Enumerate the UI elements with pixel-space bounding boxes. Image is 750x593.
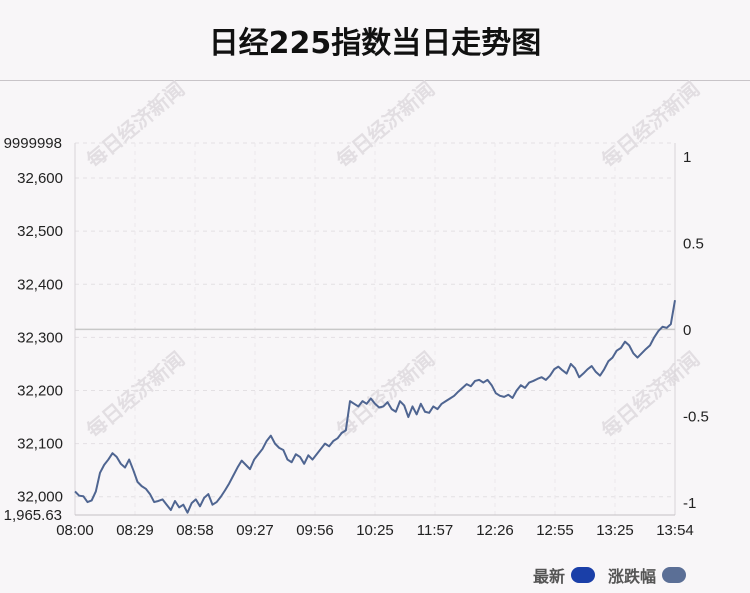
watermark-text: 每日经济新闻 (332, 77, 439, 173)
watermark-text: 每日经济新闻 (597, 347, 704, 443)
legend-label-latest: 最新 (533, 567, 566, 586)
x-tick-label: 13:54 (656, 522, 694, 539)
y-left-max-label: 9999998 (4, 135, 62, 152)
y-right-tick-label: -1 (683, 495, 696, 512)
y-left-min-label: 1,965.63 (4, 507, 62, 524)
x-tick-label: 09:56 (296, 522, 334, 539)
legend-swatch-latest (571, 567, 596, 583)
legend-item-latest[interactable]: 最新 (533, 563, 596, 587)
watermark-text: 每日经济新闻 (332, 347, 439, 443)
y-right-tick-label: 0.5 (683, 235, 704, 252)
watermark-text: 每日经济新闻 (82, 347, 189, 443)
watermark-text: 每日经济新闻 (82, 77, 189, 173)
title-divider (0, 80, 750, 81)
x-tick-label: 08:58 (176, 522, 214, 539)
legend-item-change[interactable]: 涨跌幅 (608, 563, 687, 587)
x-tick-label: 11:57 (417, 522, 453, 539)
x-tick-label: 12:26 (476, 522, 514, 539)
y-right-tick-label: -0.5 (683, 408, 709, 425)
y-left-tick-label: 32,400 (17, 276, 63, 293)
y-right-tick-label: 0 (683, 322, 691, 339)
page-title: 日经225指数当日走势图 (208, 26, 542, 61)
legend-swatch-change (662, 567, 687, 583)
x-tick-label: 10:25 (356, 522, 394, 539)
series-line-latest (74, 300, 676, 514)
x-tick-label: 08:00 (56, 522, 94, 539)
y-left-tick-label: 32,100 (17, 436, 63, 453)
x-tick-label: 08:29 (116, 522, 154, 539)
legend-label-change: 涨跌幅 (608, 567, 657, 586)
y-left-tick-label: 32,300 (17, 329, 63, 346)
y-left-tick-label: 32,200 (17, 383, 63, 400)
y-left-tick-label: 32,500 (17, 223, 63, 240)
y-left-tick-label: 32,600 (17, 170, 63, 187)
x-tick-label: 13:25 (596, 522, 634, 539)
x-tick-label: 12:55 (536, 522, 574, 539)
x-tick-label: 09:27 (236, 522, 274, 539)
y-left-tick-label: 32,000 (17, 489, 63, 506)
y-right-tick-label: 1 (683, 149, 691, 166)
